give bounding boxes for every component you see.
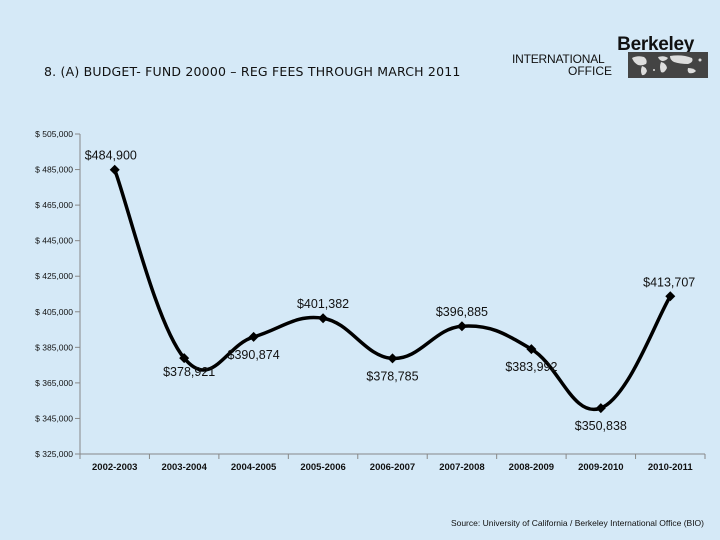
x-tick-label: 2007-2008	[439, 462, 484, 473]
x-tick-label: 2008-2009	[509, 462, 554, 473]
x-tick-label: 2003-2004	[161, 462, 207, 473]
data-value-label: $401,382	[297, 297, 349, 311]
data-value-label: $383,992	[505, 360, 557, 374]
data-value-label: $396,885	[436, 305, 488, 319]
y-tick-label: $ 465,000	[35, 200, 73, 210]
world-map-icon	[628, 52, 708, 78]
data-value-label: $413,707	[643, 275, 695, 289]
x-tick-label: 2002-2003	[92, 462, 137, 473]
data-point-marker	[595, 403, 606, 414]
data-value-label: $390,874	[228, 348, 280, 362]
y-tick-label: $ 425,000	[35, 271, 73, 281]
y-axis-ticks: $ 325,000 $ 345,000 $ 365,000 $ 385,000 $ 40…	[35, 129, 80, 459]
y-tick-label: $ 445,000	[35, 236, 73, 246]
data-point-marker	[665, 291, 676, 302]
data-value-label: $484,900	[85, 149, 137, 163]
data-point-marker	[387, 353, 398, 364]
page-title: 8. (A) BUDGET- FUND 20000 – REG FEES THR…	[44, 64, 461, 79]
data-labels: $484,900 $378,921 $390,874 $401,382 $378,785…	[85, 149, 696, 433]
logo-office-text: OFFICE	[568, 64, 612, 78]
y-tick-label: $ 345,000	[35, 413, 73, 423]
data-point-marker	[456, 321, 467, 332]
x-tick-label: 2010-2011	[648, 462, 694, 473]
berkeley-international-office-logo: Berkeley INTERNATIONAL OFFICE	[508, 30, 712, 82]
x-tick-label: 2009-2010	[578, 462, 623, 473]
x-tick-label: 2006-2007	[370, 462, 415, 473]
y-tick-label: $ 505,000	[35, 129, 73, 139]
data-value-label: $350,838	[575, 419, 627, 433]
data-markers	[109, 164, 676, 414]
data-point-marker	[109, 164, 120, 175]
source-note: Source: University of California / Berke…	[450, 518, 704, 528]
x-tick-label: 2004-2005	[231, 462, 277, 473]
data-point-marker	[248, 331, 259, 342]
data-point-marker	[318, 313, 329, 324]
data-point-marker	[526, 344, 537, 355]
y-tick-label: $ 365,000	[35, 378, 73, 388]
x-axis-ticks: 2002-2003 2003-2004 2004-2005 2005-2006 2006…	[79, 454, 706, 473]
data-point-marker	[179, 353, 190, 364]
data-value-label: $378,785	[366, 369, 418, 383]
y-tick-label: $ 405,000	[35, 307, 73, 317]
x-tick-label: 2005-2006	[300, 462, 345, 473]
data-value-label: $378,921	[163, 365, 215, 379]
logo-international-text: INTERNATIONAL	[512, 52, 605, 66]
y-tick-label: $ 385,000	[35, 342, 73, 352]
y-tick-label: $ 325,000	[35, 449, 73, 459]
logo-berkeley-text: Berkeley	[617, 34, 694, 55]
y-tick-label: $ 485,000	[35, 165, 73, 175]
